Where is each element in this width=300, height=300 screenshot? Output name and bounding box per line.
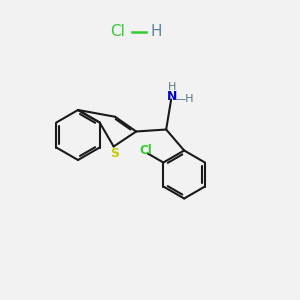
Text: N: N bbox=[167, 90, 177, 103]
Text: H: H bbox=[150, 25, 162, 40]
Text: Cl: Cl bbox=[140, 144, 152, 157]
Text: —H: —H bbox=[174, 94, 194, 103]
Text: S: S bbox=[110, 147, 119, 160]
Text: Cl: Cl bbox=[111, 25, 125, 40]
Text: H: H bbox=[168, 82, 176, 92]
